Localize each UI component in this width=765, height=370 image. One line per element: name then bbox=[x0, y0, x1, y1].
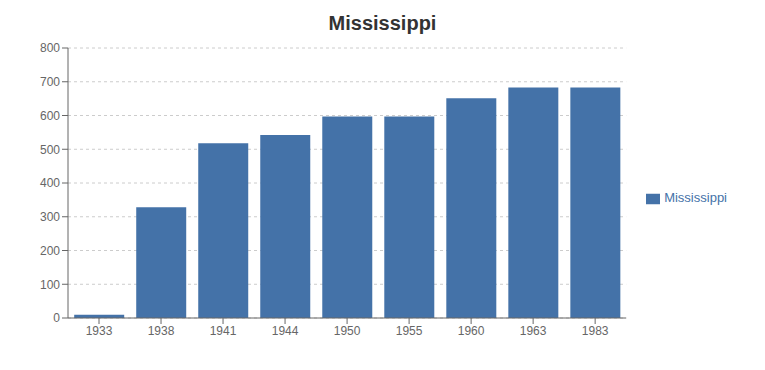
svg-text:700: 700 bbox=[40, 75, 60, 89]
html-text:Mississippi: Mississippi bbox=[328, 12, 437, 34]
svg-text:400: 400 bbox=[40, 176, 60, 190]
svg-text:800: 800 bbox=[40, 41, 60, 55]
svg-text:1938: 1938 bbox=[148, 324, 175, 338]
svg-text:300: 300 bbox=[40, 210, 60, 224]
svg-text:1944: 1944 bbox=[272, 324, 299, 338]
svg-text:1941: 1941 bbox=[210, 324, 237, 338]
svg-text:1983: 1983 bbox=[582, 324, 609, 338]
svg-text:0: 0 bbox=[53, 311, 60, 325]
svg-text:100: 100 bbox=[40, 278, 60, 292]
svg-text:1933: 1933 bbox=[86, 324, 113, 338]
svg-text:500: 500 bbox=[40, 143, 60, 157]
svg-text:1960: 1960 bbox=[458, 324, 485, 338]
svg-text:1963: 1963 bbox=[520, 324, 547, 338]
svg-text:1955: 1955 bbox=[396, 324, 423, 338]
svg-text:1950: 1950 bbox=[334, 324, 361, 338]
svg-text:200: 200 bbox=[40, 244, 60, 258]
svg-text:600: 600 bbox=[40, 109, 60, 123]
html-text:Mississippi: Mississippi bbox=[664, 190, 727, 206]
